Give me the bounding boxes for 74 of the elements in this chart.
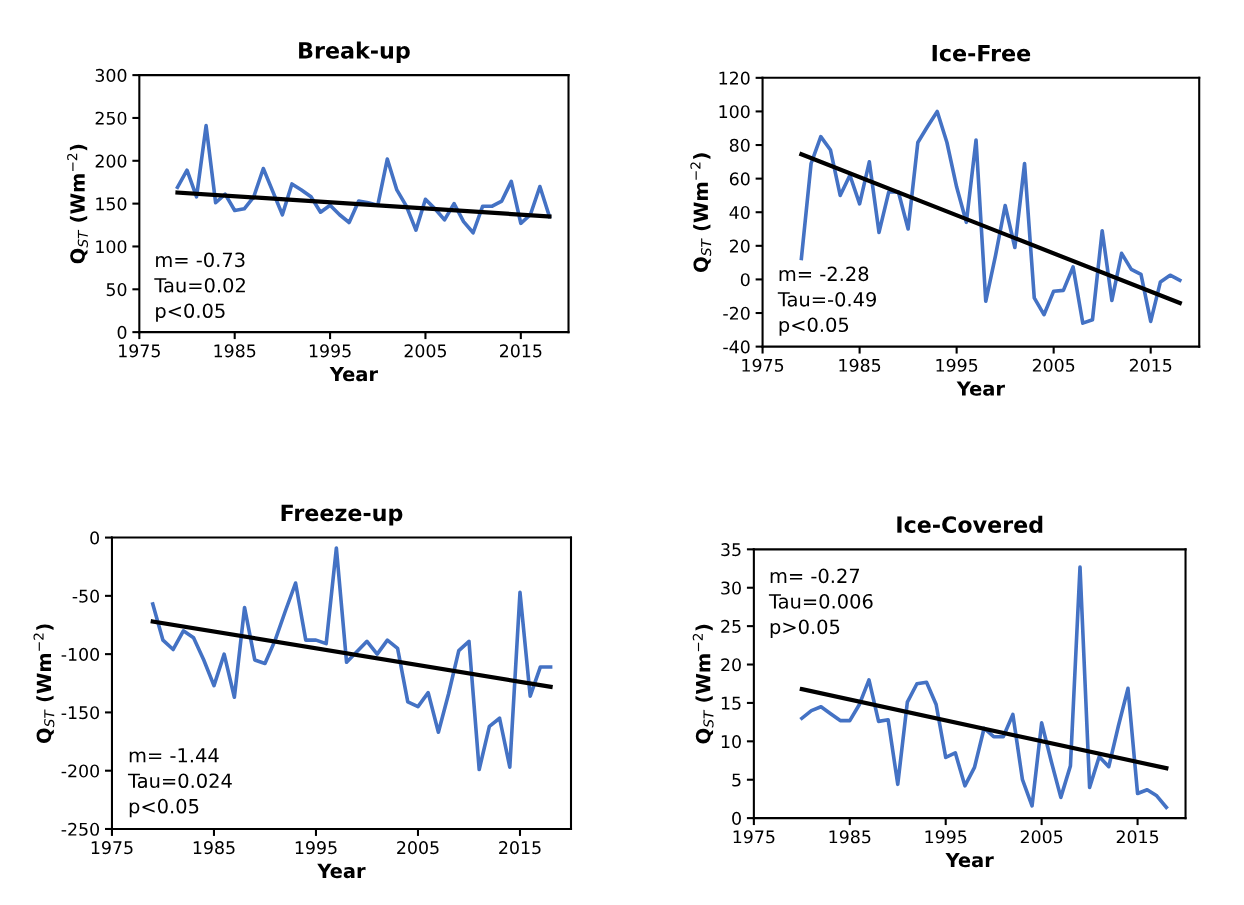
y-tick-label: -250 (61, 822, 99, 836)
annotation: p>0.05 (770, 619, 840, 638)
y-tick-label: 100 (96, 240, 127, 254)
annotation: m= -1.44 (129, 748, 219, 763)
x-tick-label: 2005 (1020, 830, 1063, 844)
x-tick-label: 1995 (295, 841, 337, 855)
y-axis-title: Q$_{ST}$ (Wm$^{−2}$) (33, 624, 55, 743)
y-tick-label: 0 (732, 811, 741, 825)
annotation: m= -0.73 (156, 252, 245, 268)
x-tick-label: 1975 (742, 358, 784, 372)
y-tick-label: -150 (61, 706, 99, 720)
y-tick-label: 100 (719, 105, 750, 119)
x-tick-label: 1985 (839, 358, 881, 372)
x-tick-label: 2005 (404, 344, 447, 358)
annotation: m= -0.27 (770, 568, 860, 584)
annotation: Tau=0.006 (768, 593, 873, 609)
y-tick-label: 60 (729, 172, 750, 186)
y-tick-label: -50 (72, 589, 99, 603)
y-tick-label: 200 (95, 154, 127, 168)
x-tick-label: 2005 (1032, 358, 1075, 372)
y-tick-label: 15 (721, 696, 741, 710)
y-tick-label: 300 (95, 68, 127, 82)
chart-title: Freeze-up (281, 504, 403, 526)
y-tick-label: -200 (61, 764, 99, 778)
annotation: p<0.05 (129, 798, 199, 818)
y-tick-label: 30 (721, 581, 741, 595)
y-tick-label: 0 (90, 531, 99, 545)
y-tick-label: -40 (723, 340, 750, 354)
x-tick-label: 1975 (119, 344, 160, 358)
y-tick-label: 10 (721, 735, 741, 749)
x-tick-label: 1985 (193, 841, 235, 855)
y-axis-title: Q$_{ST}$ (Wm$^{−2}$) (692, 624, 714, 744)
chart-title: Ice-Free (932, 44, 1031, 62)
x-tick-label: 1985 (829, 830, 871, 844)
annotation: p<0.05 (779, 317, 849, 336)
y-tick-label: 40 (729, 205, 750, 220)
y-tick-label: 0 (740, 273, 750, 287)
y-tick-label: 5 (732, 773, 741, 787)
x-tick-label: 2015 (1129, 358, 1172, 372)
x-axis-title: Year (945, 852, 994, 868)
y-tick-label: 0 (117, 325, 127, 339)
x-axis-title: Year (317, 863, 366, 879)
y-tick-label: 20 (729, 239, 750, 253)
y-axis-title: Q$_{ST}$ (Wm$^{−2}$) (690, 153, 712, 272)
annotation: Tau=0.02 (154, 277, 245, 293)
x-tick-label: 2015 (499, 841, 541, 855)
x-tick-label: 1995 (309, 344, 351, 358)
x-tick-label: 1985 (214, 344, 256, 358)
y-tick-label: 20 (721, 658, 741, 672)
x-axis-title: Year (956, 381, 1005, 396)
y-axis-title: Q$_{ST}$ (Wm$^{−2}$) (67, 144, 89, 264)
annotation: m= -2.28 (779, 266, 869, 282)
annotation: Tau=-0.49 (777, 291, 876, 307)
x-tick-label: 1995 (936, 358, 978, 372)
chart-title: Ice-Covered (897, 515, 1043, 533)
x-tick-label: 2015 (1116, 830, 1159, 844)
x-tick-label: 2015 (500, 344, 542, 358)
y-tick-label: -100 (61, 647, 99, 661)
x-tick-label: 1975 (733, 830, 775, 844)
y-tick-label: 150 (96, 197, 127, 211)
y-tick-label: 25 (721, 619, 741, 633)
x-tick-label: 2005 (397, 841, 439, 855)
annotation: Tau=0.024 (127, 773, 232, 789)
x-tick-label: 1975 (91, 841, 133, 855)
x-tick-label: 1995 (925, 830, 967, 844)
y-tick-label: 250 (95, 111, 127, 125)
y-tick-label: 80 (729, 138, 750, 152)
annotation: p<0.05 (156, 303, 225, 322)
x-axis-title: Year (329, 366, 378, 382)
y-tick-label: 120 (719, 71, 750, 85)
y-tick-label: 50 (106, 283, 127, 297)
y-tick-label: 35 (721, 543, 741, 557)
y-tick-label: -20 (723, 306, 750, 320)
chart-title: Break-up (299, 41, 410, 64)
